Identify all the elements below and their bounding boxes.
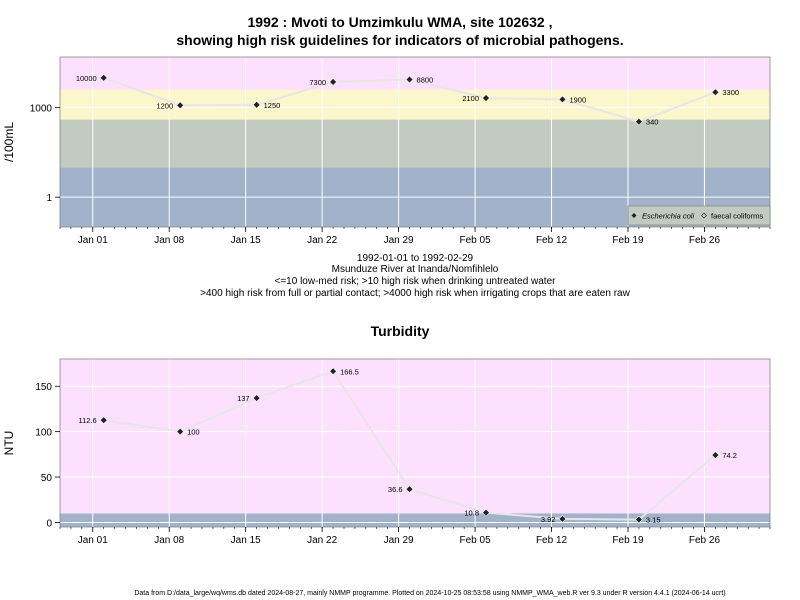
- microbial-data-label: 7300: [309, 78, 326, 87]
- microbial-x-tick-label: Feb 26: [689, 235, 721, 246]
- date-range: 1992-01-01 to 1992-02-29: [356, 253, 474, 264]
- legend-box: [627, 205, 771, 226]
- microbial-y-tick-label: 1000: [30, 104, 53, 115]
- turbidity-x-tick-label: Jan 22: [307, 535, 337, 546]
- microbial-data-label: 3300: [722, 88, 739, 97]
- turbidity-data-label: 36.6: [388, 485, 403, 494]
- turbidity-x-tick-label: Feb 05: [460, 535, 492, 546]
- microbial-risk-band-grey: [60, 119, 770, 168]
- turbidity-y-tick-label: 0: [46, 518, 52, 529]
- microbial-x-tick-label: Feb 05: [460, 235, 492, 246]
- microbial-x-tick-label: Jan 08: [154, 235, 184, 246]
- microbial-x-tick-label: Jan 22: [307, 235, 337, 246]
- microbial-risk-band-pink: [60, 57, 770, 90]
- chart-title-line2: showing high risk guidelines for indicat…: [176, 32, 624, 48]
- turbidity-data-point: [711, 451, 720, 460]
- microbial-x-tick-label: Jan 29: [384, 235, 414, 246]
- microbial-plot-frame: [59, 56, 771, 228]
- turbidity-data-point: [482, 508, 490, 517]
- turbidity-x-tick-label: Jan 15: [231, 535, 261, 546]
- site-name: Msunduze River at Inanda/Nomfihlelo: [331, 264, 499, 275]
- risk-note-contact: >400 high risk from full or partial cont…: [200, 288, 630, 299]
- turbidity-y-tick-label: 50: [41, 473, 53, 484]
- turbidity-x-tick-label: Feb 19: [612, 535, 644, 546]
- turbidity-data-point: [176, 427, 185, 436]
- microbial-data-point: [99, 73, 108, 82]
- microbial-data-point: [711, 88, 720, 97]
- turbidity-x-tick-label: Jan 08: [154, 535, 184, 546]
- turbidity-y-tick-label: 100: [35, 428, 52, 439]
- turbidity-y-axis-label: NTU: [2, 431, 16, 456]
- legend-marker-ecoli: [631, 213, 637, 218]
- microbial-data-label: 340: [646, 118, 659, 127]
- microbial-y-axis-label: /100mL: [2, 122, 16, 162]
- legend-label-faecal: faecal coliforms: [711, 212, 763, 221]
- turbidity-data-label: 3.15: [646, 516, 661, 525]
- microbial-data-point: [482, 94, 490, 102]
- turbidity-x-tick-label: Feb 12: [536, 535, 568, 546]
- turbidity-data-point: [99, 416, 108, 425]
- microbial-data-point: [634, 117, 643, 126]
- turbidity-data-label: 74.2: [722, 451, 737, 460]
- microbial-data-point: [176, 101, 185, 110]
- turbidity-data-point: [558, 514, 567, 523]
- microbial-data-label: 8800: [417, 76, 434, 85]
- microbial-data-label: 2100: [462, 94, 479, 103]
- turbidity-x-tick-label: Jan 01: [78, 535, 108, 546]
- microbial-y-tick-label: 1: [46, 193, 52, 204]
- microbial-x-tick-label: Feb 12: [536, 235, 568, 246]
- chart-title-line1: 1992 : Mvoti to Umzimkulu WMA, site 1026…: [247, 14, 553, 30]
- turbidity-data-label: 3.92: [541, 515, 556, 524]
- turbidity-data-point: [405, 485, 414, 494]
- turbidity-data-label: 137: [237, 394, 250, 403]
- microbial-x-tick-label: Jan 15: [231, 235, 261, 246]
- turbidity-risk-band-blue: [60, 513, 770, 527]
- turbidity-data-label: 100: [187, 428, 200, 437]
- turbidity-risk-band-pink: [60, 359, 770, 514]
- turbidity-data-label: 112.6: [78, 416, 96, 425]
- turbidity-data-point: [252, 394, 261, 402]
- footer-note: Data from D:/data_large/wq/wms.db dated …: [134, 590, 726, 597]
- legend-marker-faecal: [701, 212, 707, 219]
- microbial-x-tick-label: Jan 01: [78, 235, 108, 246]
- turbidity-x-tick-label: Jan 29: [384, 535, 414, 546]
- microbial-data-point: [329, 78, 338, 86]
- risk-note-drinking: <=10 low-med risk; >10 high risk when dr…: [274, 276, 556, 287]
- microbial-data-label: 1200: [156, 101, 173, 110]
- turbidity-data-point: [634, 515, 643, 524]
- turbidity-data-label: 166.5: [340, 367, 359, 376]
- turbidity-title: Turbidity: [370, 323, 430, 339]
- turbidity-data-point: [329, 367, 338, 376]
- microbial-data-label: 1900: [569, 95, 586, 104]
- turbidity-plot-frame: [59, 358, 771, 528]
- legend-label-ecoli: Escherichia coli: [642, 212, 694, 221]
- turbidity-data-label: 10.8: [464, 509, 479, 518]
- microbial-data-point: [252, 100, 261, 109]
- microbial-data-point: [405, 75, 414, 84]
- turbidity-y-tick-label: 150: [35, 382, 52, 393]
- microbial-data-point: [558, 95, 567, 104]
- turbidity-x-tick-label: Feb 26: [689, 535, 721, 546]
- microbial-data-label: 10000: [76, 74, 97, 83]
- microbial-data-label: 1250: [264, 101, 281, 110]
- microbial-x-tick-label: Feb 19: [612, 235, 644, 246]
